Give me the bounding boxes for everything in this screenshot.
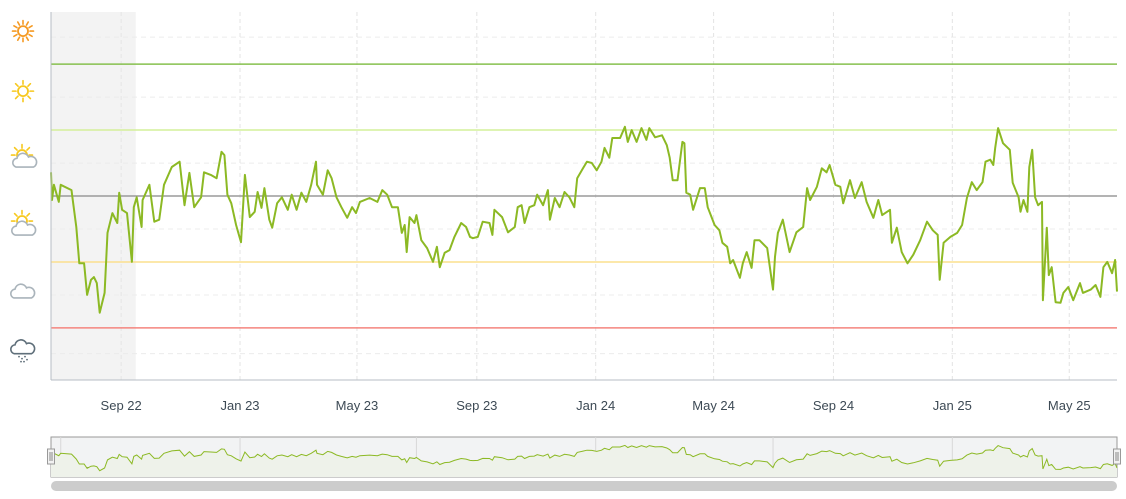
series-layer <box>50 125 1118 314</box>
sun-ray <box>13 146 18 151</box>
sun-ray <box>13 33 18 38</box>
x-tick-label: May 24 <box>692 398 735 413</box>
sun-disc <box>17 25 29 38</box>
sun-ray <box>16 21 21 26</box>
x-tick-label: Jan 23 <box>221 398 260 413</box>
rain-cloud-icon <box>10 339 36 363</box>
rain-drop <box>23 360 25 363</box>
sun-ray <box>27 95 32 100</box>
x-tick-label: Jan 24 <box>576 398 615 413</box>
x-tick-label: Sep 22 <box>101 398 142 413</box>
sun-strong-icon <box>11 19 35 43</box>
handle-box[interactable] <box>47 448 55 465</box>
y-axis-icons <box>10 19 38 363</box>
rain-drop <box>24 355 26 358</box>
x-tick-label: Sep 24 <box>813 398 854 413</box>
cloud-shape <box>10 283 36 299</box>
sun-ray <box>14 95 19 100</box>
navigator-series-line <box>50 444 1118 472</box>
navigator[interactable]: Jul 2022Jan 2023Jul 2023Jan 2024Jul 2024… <box>47 436 1121 491</box>
sun-ray <box>13 25 18 29</box>
x-tick-label: May 23 <box>336 398 379 413</box>
x-tick-label: May 25 <box>1048 398 1091 413</box>
series-line <box>50 125 1118 314</box>
x-tick-label: Jan 25 <box>933 398 972 413</box>
cloud-shape <box>10 339 36 355</box>
cloud-shape <box>12 152 38 168</box>
sun-ray <box>13 212 18 217</box>
sun-ray <box>28 25 33 29</box>
x-tick-label: Sep 23 <box>456 398 497 413</box>
handle-box[interactable] <box>1113 448 1121 465</box>
rain-drop <box>18 355 20 358</box>
sun-behind-cloud-icon <box>10 209 37 236</box>
sun-ray <box>28 33 33 38</box>
sun-disc <box>17 85 29 98</box>
sun-ray <box>14 82 19 87</box>
navigator-scrollbar[interactable] <box>51 481 1117 491</box>
rain-drop <box>26 358 28 361</box>
sun-ray <box>27 82 32 87</box>
navigator-right-handle[interactable] <box>1113 448 1121 465</box>
sun-ray <box>16 36 21 41</box>
sun-ray <box>25 21 30 26</box>
sun-small-cloud-icon <box>10 143 38 168</box>
sun-ray <box>26 212 31 217</box>
rain-drop <box>20 360 22 363</box>
sun-icon <box>11 79 35 103</box>
cloud-shape <box>11 220 37 236</box>
navigator-left-handle[interactable] <box>47 448 55 465</box>
x-axis-labels: Sep 22 Jan 23 May 23 Sep 23 Jan 24 May 24 Sep … <box>101 398 1091 413</box>
rain-drop <box>21 357 23 360</box>
axes <box>50 12 1117 381</box>
sun-ray <box>25 36 30 41</box>
cloud-icon <box>10 283 36 299</box>
sun-ray <box>26 146 31 151</box>
threshold-lines <box>51 63 1117 329</box>
